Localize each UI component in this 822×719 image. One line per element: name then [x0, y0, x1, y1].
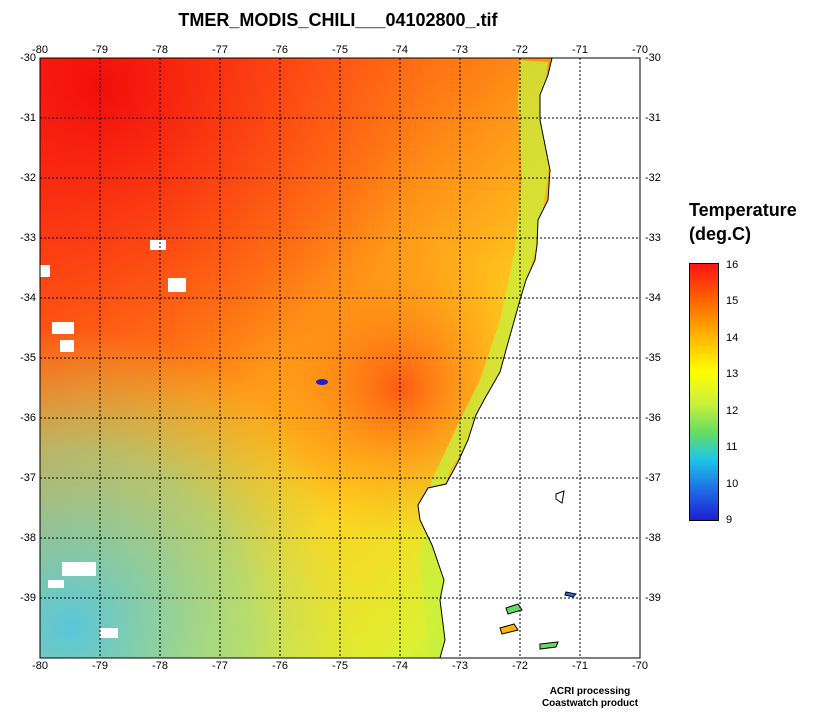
- lon-tick: -72: [512, 660, 528, 672]
- colorbar-tick: 15: [726, 295, 739, 307]
- lat-tick: -37: [20, 472, 36, 484]
- lat-tick: -34: [20, 292, 36, 304]
- island: [499, 623, 519, 635]
- lat-tick: -32: [645, 172, 661, 184]
- lon-tick: -80: [32, 44, 48, 56]
- colorbar-tick: 12: [726, 405, 739, 417]
- colorbar: [689, 263, 719, 521]
- lon-tick: -72: [512, 44, 528, 56]
- lon-tick: -75: [332, 660, 348, 672]
- credits: ACRI processing Coastwatch product: [538, 686, 642, 710]
- lat-tick: -39: [20, 592, 36, 604]
- colorbar-tick: 16: [726, 259, 739, 271]
- lat-tick: -32: [20, 172, 36, 184]
- lon-tick: -76: [272, 660, 288, 672]
- lon-tick: -77: [212, 44, 228, 56]
- lon-tick: -79: [92, 660, 108, 672]
- lat-tick: -36: [645, 412, 661, 424]
- lat-tick: -34: [645, 292, 661, 304]
- lon-tick: -70: [632, 44, 648, 56]
- island: [505, 603, 523, 615]
- colorbar-tick: 10: [726, 478, 739, 490]
- lon-tick: -74: [392, 660, 408, 672]
- lat-tick: -39: [645, 592, 661, 604]
- lat-tick: -33: [20, 232, 36, 244]
- map-title: TMER_MODIS_CHILI___04102800_.tif: [178, 10, 498, 30]
- lon-tick: -71: [572, 660, 588, 672]
- lat-tick: -38: [645, 532, 661, 544]
- lat-tick: -33: [645, 232, 661, 244]
- lat-tick: -38: [20, 532, 36, 544]
- lon-tick: -77: [212, 660, 228, 672]
- legend-title-line1: Temperature: [689, 200, 797, 220]
- lon-tick: -71: [572, 44, 588, 56]
- island: [555, 490, 565, 504]
- island: [564, 591, 578, 598]
- colorbar-tick: 14: [726, 332, 739, 344]
- credits-line2: Coastwatch product: [541, 698, 639, 709]
- lat-tick: -31: [645, 112, 661, 124]
- lon-tick: -74: [392, 44, 408, 56]
- legend-title: Temperature (deg.C): [689, 198, 797, 246]
- lon-tick: -79: [92, 44, 108, 56]
- colorbar-tick: 11: [726, 441, 738, 453]
- lon-tick: -73: [452, 660, 468, 672]
- colorbar-tick: 9: [726, 514, 733, 526]
- graticule: [40, 58, 640, 658]
- lat-tick: -35: [20, 352, 36, 364]
- lon-tick: -78: [152, 660, 168, 672]
- island: [539, 641, 559, 650]
- map-frame: [39, 57, 641, 659]
- credits-line1: ACRI processing: [549, 686, 631, 697]
- lat-tick: -30: [20, 52, 36, 64]
- lon-tick: -70: [632, 660, 648, 672]
- lat-tick: -37: [645, 472, 661, 484]
- lon-tick: -78: [152, 44, 168, 56]
- lon-tick: -73: [452, 44, 468, 56]
- legend-title-line2: (deg.C): [689, 224, 751, 244]
- colorbar-tick: 13: [726, 368, 739, 380]
- lon-tick: -76: [272, 44, 288, 56]
- lat-tick: -31: [20, 112, 36, 124]
- lon-tick: -80: [32, 660, 48, 672]
- lat-tick: -30: [645, 52, 661, 64]
- lat-tick: -35: [645, 352, 661, 364]
- lat-tick: -36: [20, 412, 36, 424]
- lon-tick: -75: [332, 44, 348, 56]
